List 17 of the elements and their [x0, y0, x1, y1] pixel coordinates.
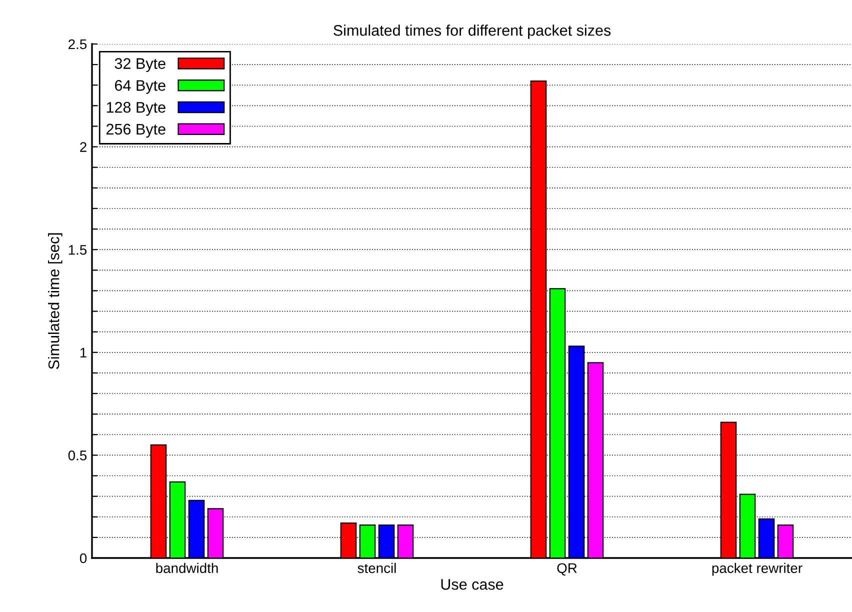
- legend-label: 64 Byte: [115, 80, 166, 94]
- chart-title: Simulated times for different packet sizes: [334, 24, 611, 39]
- y-tick-label: 2: [80, 142, 86, 152]
- legend-label: 256 Byte: [106, 124, 166, 138]
- y-tick-label: 0.5: [68, 450, 87, 460]
- legend-label: 32 Byte: [114, 58, 166, 72]
- x-tick-label: packet rewriter: [712, 562, 802, 576]
- x-axis-title: Use case: [441, 579, 504, 590]
- legend-label: 128 Byte: [106, 102, 166, 116]
- x-tick-label: QR: [557, 563, 577, 576]
- x-tick-label: stencil: [358, 562, 396, 574]
- x-tick-label: bandwidth: [156, 562, 218, 574]
- y-axis-title: Simulated time [sec]: [48, 233, 62, 370]
- y-tick-label: 1.5: [68, 245, 87, 255]
- y-tick-label: 0: [80, 553, 87, 564]
- y-tick-label: 1: [80, 348, 86, 358]
- y-tick-label: 2.5: [68, 39, 87, 50]
